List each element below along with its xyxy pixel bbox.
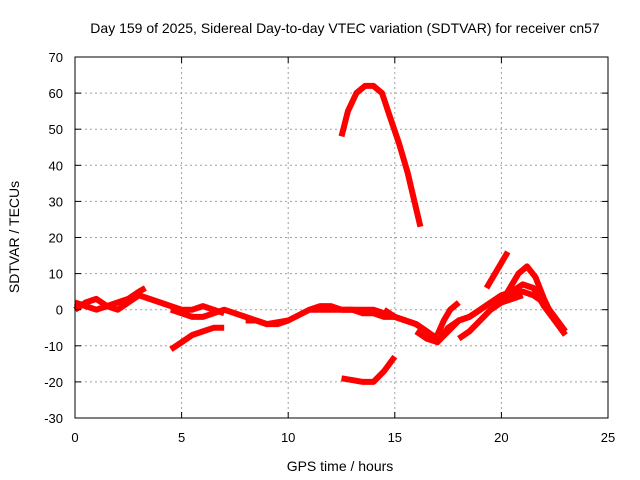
y-tick-label: -20 [44, 375, 63, 390]
y-tick-label: 30 [49, 194, 63, 209]
series-line-track-14 [498, 263, 564, 330]
x-tick-label: 5 [178, 430, 185, 445]
series-line-track-8 [341, 354, 398, 385]
series-line-track-5 [245, 317, 290, 328]
x-tick-label: 20 [494, 430, 508, 445]
series-line-track-13 [483, 250, 511, 290]
series-line-track-1 [73, 292, 226, 317]
series-line-track-2 [74, 285, 147, 313]
series-line-track-11 [434, 300, 461, 337]
series-line-track-7 [338, 82, 424, 228]
x-tick-label: 15 [388, 430, 402, 445]
y-tick-label: 0 [56, 303, 63, 318]
series-line-track-12 [457, 292, 524, 342]
chart-title: Day 159 of 2025, Sidereal Day-to-day VTE… [90, 20, 600, 36]
x-axis-label: GPS time / hours [287, 458, 394, 474]
y-tick-label: 10 [49, 267, 63, 282]
y-axis-label: SDTVAR / TECUs [6, 181, 22, 293]
series-line-track-6 [308, 303, 395, 320]
y-tick-label: -30 [44, 411, 63, 426]
y-tick-label: -10 [44, 339, 63, 354]
x-tick-label: 10 [281, 430, 295, 445]
x-tick-label: 25 [601, 430, 615, 445]
series-group [73, 82, 568, 385]
x-tick-label: 0 [71, 430, 78, 445]
y-tick-label: 40 [49, 158, 63, 173]
y-tick-label: 50 [49, 122, 63, 137]
series-line-track-10 [414, 281, 568, 346]
y-tick-label: 60 [49, 86, 63, 101]
axis-ticks: 0 5 10 15 20 25 -30 -20 -10 0 10 20 30 40 50 60 70 [44, 50, 615, 445]
series-line-track-4 [169, 324, 225, 352]
y-tick-label: 20 [49, 231, 63, 246]
y-tick-label: 70 [49, 50, 63, 65]
